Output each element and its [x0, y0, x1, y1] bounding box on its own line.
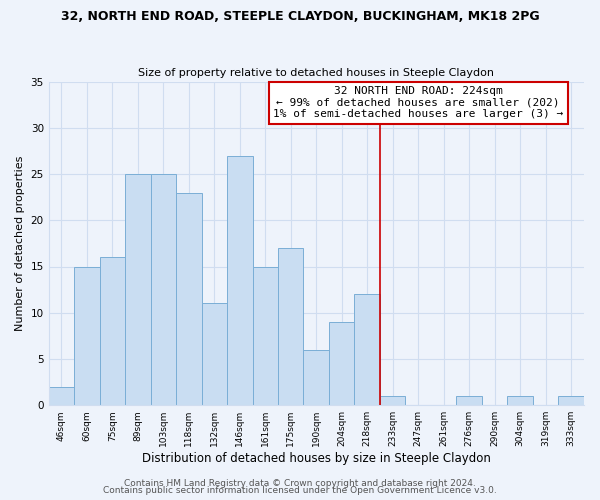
- Y-axis label: Number of detached properties: Number of detached properties: [15, 156, 25, 331]
- Bar: [176, 192, 202, 405]
- Bar: [355, 294, 380, 405]
- Bar: [559, 396, 584, 405]
- Bar: [202, 304, 227, 405]
- Text: Contains public sector information licensed under the Open Government Licence v3: Contains public sector information licen…: [103, 486, 497, 495]
- Bar: [508, 396, 533, 405]
- Bar: [125, 174, 151, 405]
- Bar: [457, 396, 482, 405]
- Title: Size of property relative to detached houses in Steeple Claydon: Size of property relative to detached ho…: [138, 68, 494, 78]
- Bar: [304, 350, 329, 405]
- Bar: [100, 258, 125, 405]
- Bar: [49, 386, 74, 405]
- Text: Contains HM Land Registry data © Crown copyright and database right 2024.: Contains HM Land Registry data © Crown c…: [124, 478, 476, 488]
- Bar: [74, 266, 100, 405]
- X-axis label: Distribution of detached houses by size in Steeple Claydon: Distribution of detached houses by size …: [142, 452, 491, 465]
- Text: 32 NORTH END ROAD: 224sqm
← 99% of detached houses are smaller (202)
1% of semi-: 32 NORTH END ROAD: 224sqm ← 99% of detac…: [273, 86, 563, 120]
- Bar: [253, 266, 278, 405]
- Bar: [329, 322, 355, 405]
- Bar: [278, 248, 304, 405]
- Bar: [151, 174, 176, 405]
- Text: 32, NORTH END ROAD, STEEPLE CLAYDON, BUCKINGHAM, MK18 2PG: 32, NORTH END ROAD, STEEPLE CLAYDON, BUC…: [61, 10, 539, 23]
- Bar: [227, 156, 253, 405]
- Bar: [380, 396, 406, 405]
